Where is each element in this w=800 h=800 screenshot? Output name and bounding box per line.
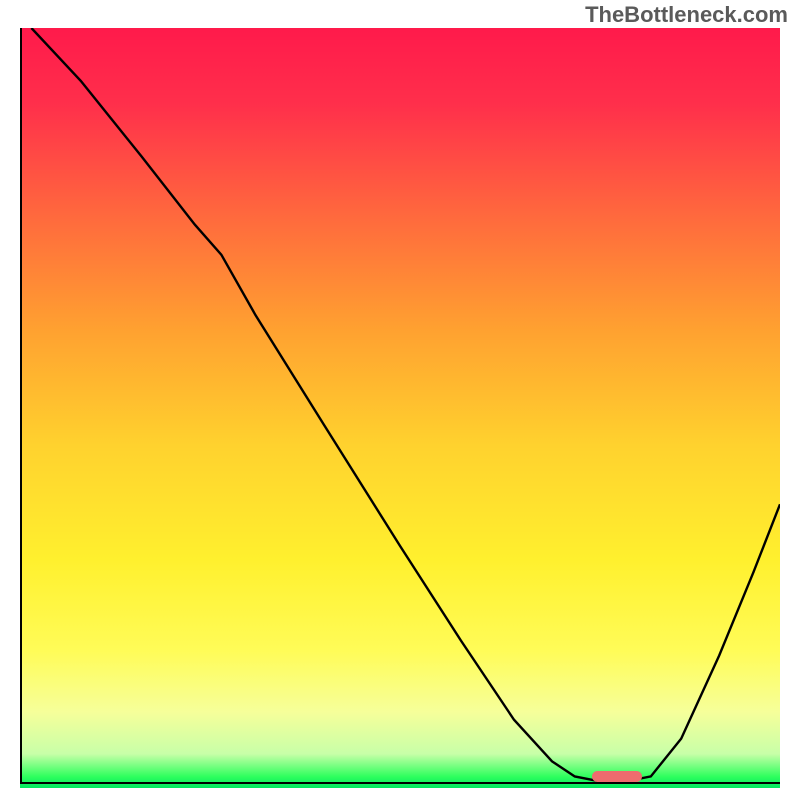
y-axis-line <box>20 28 22 784</box>
plot-area <box>20 28 780 784</box>
watermark-text: TheBottleneck.com <box>585 2 788 28</box>
optimal-marker <box>592 771 642 782</box>
chart-container: TheBottleneck.com <box>0 0 800 800</box>
curve-line <box>20 28 780 784</box>
x-axis-line <box>20 782 780 784</box>
